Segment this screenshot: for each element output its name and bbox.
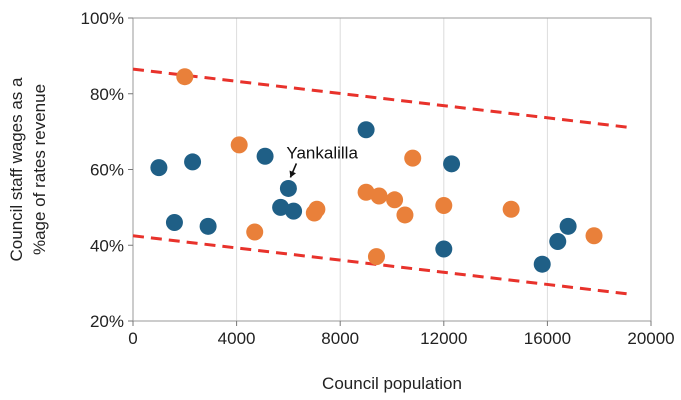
- data-point: [272, 198, 290, 216]
- data-point: [370, 187, 388, 205]
- dashed-bound-line: [132, 67, 634, 130]
- y-tick-label: 60%: [90, 161, 124, 180]
- x-tick-label: 4000: [218, 329, 256, 348]
- annotation-layer: Yankalilla: [286, 143, 358, 178]
- x-tick-label: 12000: [420, 329, 467, 348]
- data-point: [357, 121, 375, 139]
- data-point: [308, 200, 326, 218]
- data-point: [357, 183, 375, 201]
- trend-layer: [132, 67, 634, 296]
- data-point: [150, 159, 168, 177]
- data-point: [165, 214, 183, 232]
- data-point: [176, 68, 194, 86]
- y-tick-label: 20%: [90, 312, 124, 331]
- x-axis-title: Council population: [322, 374, 462, 393]
- data-point: [435, 196, 453, 214]
- tick-layer: 0 4000 8000 12000 16000 20000 20% 40% 60% 80% 100%: [81, 9, 675, 348]
- data-point: [367, 248, 385, 266]
- data-point: [246, 223, 264, 241]
- data-point: [230, 136, 248, 154]
- data-point: [285, 202, 303, 220]
- data-point: [559, 217, 577, 235]
- y-tick-label: 100%: [81, 9, 124, 28]
- y-axis-title-line-1: Council staff wages as a: [7, 77, 26, 261]
- y-tick-label: 80%: [90, 85, 124, 104]
- annotation-label: Yankalilla: [286, 143, 358, 162]
- annotation-arrowhead: [289, 170, 296, 178]
- y-tick-label: 40%: [90, 236, 124, 255]
- x-tick-label: 16000: [524, 329, 571, 348]
- data-point: [435, 240, 453, 258]
- point-layer: [150, 68, 603, 273]
- data-point: [396, 206, 414, 224]
- data-point: [502, 200, 520, 218]
- data-point: [404, 149, 422, 167]
- data-point: [386, 191, 404, 209]
- y-axis-title-line-2: %age of rates revenue: [30, 84, 49, 255]
- dashed-bound-line: [132, 234, 634, 296]
- x-tick-label: 20000: [627, 329, 674, 348]
- data-point: [279, 179, 297, 197]
- grid-layer: [236, 18, 548, 321]
- data-point: [256, 147, 274, 165]
- data-point: [199, 217, 217, 235]
- data-point: [585, 227, 603, 245]
- data-point: [184, 153, 202, 171]
- data-point: [443, 155, 461, 173]
- data-point: [533, 255, 551, 273]
- x-tick-label: 0: [128, 329, 137, 348]
- data-point: [549, 232, 567, 250]
- x-tick-label: 8000: [321, 329, 359, 348]
